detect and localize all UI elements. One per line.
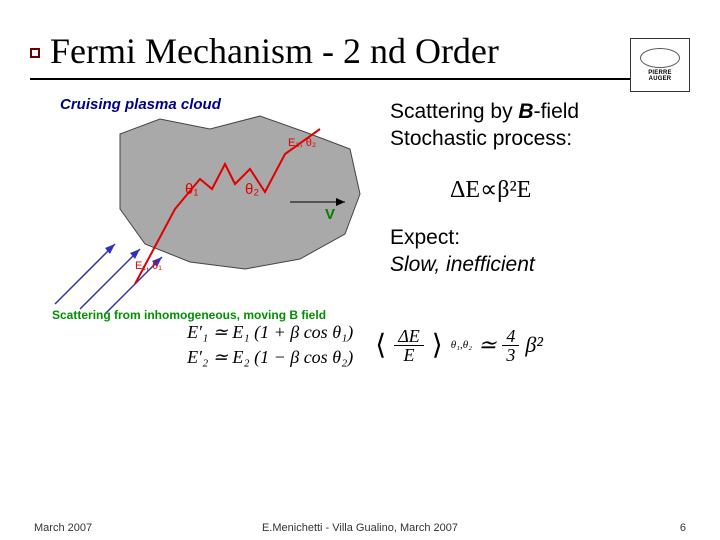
title-rule: [30, 78, 670, 80]
frac-den-3: 3: [502, 346, 519, 364]
eq1: E′₁ ≃ E₁ (1 + β cos θ₁): [187, 322, 353, 343]
equation-pair: E′₁ ≃ E₁ (1 + β cos θ₁) E′₂ ≃ E₂ (1 − β …: [187, 322, 353, 368]
expect-label: Expect:: [390, 224, 680, 251]
e1-label: E₁, θ₁: [135, 260, 162, 272]
footer-pagenum: 6: [680, 522, 686, 534]
expect-value: Slow, inefficient: [390, 251, 680, 278]
content-row: Cruising plasma cloud V θ₁ θ₂ E₁, θ₁ E₂,…: [50, 94, 680, 314]
arrow-line: [55, 244, 115, 304]
title-block: Fermi Mechanism - 2 nd Order: [50, 30, 680, 80]
theta2-label: θ₂: [245, 181, 259, 198]
equation-row: E′₁ ≃ E₁ (1 + β cos θ₁) E′₂ ≃ E₂ (1 − β …: [50, 322, 680, 368]
right-column: Scattering by B-field Stochastic process…: [390, 94, 680, 314]
footer-author: E.Menichetti - Villa Gualino, March 2007: [262, 522, 458, 534]
beta-squared: β²: [525, 332, 543, 358]
plasma-diagram: Cruising plasma cloud V θ₁ θ₂ E₁, θ₁ E₂,…: [50, 94, 380, 314]
frac-num: ΔE: [394, 327, 424, 346]
diagram-title: Cruising plasma cloud: [60, 96, 222, 113]
frac-den: E: [400, 346, 419, 364]
diagram-caption: Scattering from inhomogeneous, moving B …: [52, 308, 326, 322]
auger-logo: PIERRE AUGER: [630, 38, 690, 92]
arrow-line: [80, 249, 140, 309]
theta1-label: θ₁: [185, 181, 198, 198]
scatter-text-b: -field: [534, 100, 580, 123]
energy-formula: ΔE∝β²E: [450, 175, 680, 204]
stochastic-line: Stochastic process:: [390, 125, 680, 152]
equations-block: E′₁ ≃ E₁ (1 + β cos θ₁) E′₂ ≃ E₂ (1 − β …: [50, 322, 680, 368]
b-label: B: [518, 100, 533, 123]
avg-equation: ⟨ ΔE E ⟩ θ₁,θ₂ ≃ 4 3 β²: [373, 327, 543, 364]
logo-arc-icon: [640, 48, 680, 68]
eq2: E′₂ ≃ E₂ (1 − β cos θ₂): [187, 347, 353, 368]
diagram-svg: Cruising plasma cloud V θ₁ θ₂ E₁, θ₁ E₂,…: [50, 94, 380, 324]
frac-num-4: 4: [502, 327, 519, 346]
e2-label: E₂, θ₂: [288, 137, 316, 149]
v-label: V: [325, 206, 335, 223]
footer-date: March 2007: [34, 522, 92, 534]
sim-symbol: ≃: [478, 332, 496, 358]
angle-bracket-icon: ⟨: [373, 328, 388, 362]
slide-container: Fermi Mechanism - 2 nd Order PIERRE AUGE…: [0, 0, 720, 540]
fraction-dE-E: ΔE E: [394, 327, 424, 364]
scatter-text-a: Scattering by: [390, 100, 518, 123]
slide-title: Fermi Mechanism - 2 nd Order: [50, 30, 680, 72]
title-bullet: [30, 48, 40, 58]
fraction-4-3: 4 3: [502, 327, 519, 364]
logo-text-2: AUGER: [649, 76, 672, 82]
angle-bracket-icon: ⟩: [430, 328, 445, 362]
scattering-line: Scattering by B-field: [390, 98, 680, 125]
